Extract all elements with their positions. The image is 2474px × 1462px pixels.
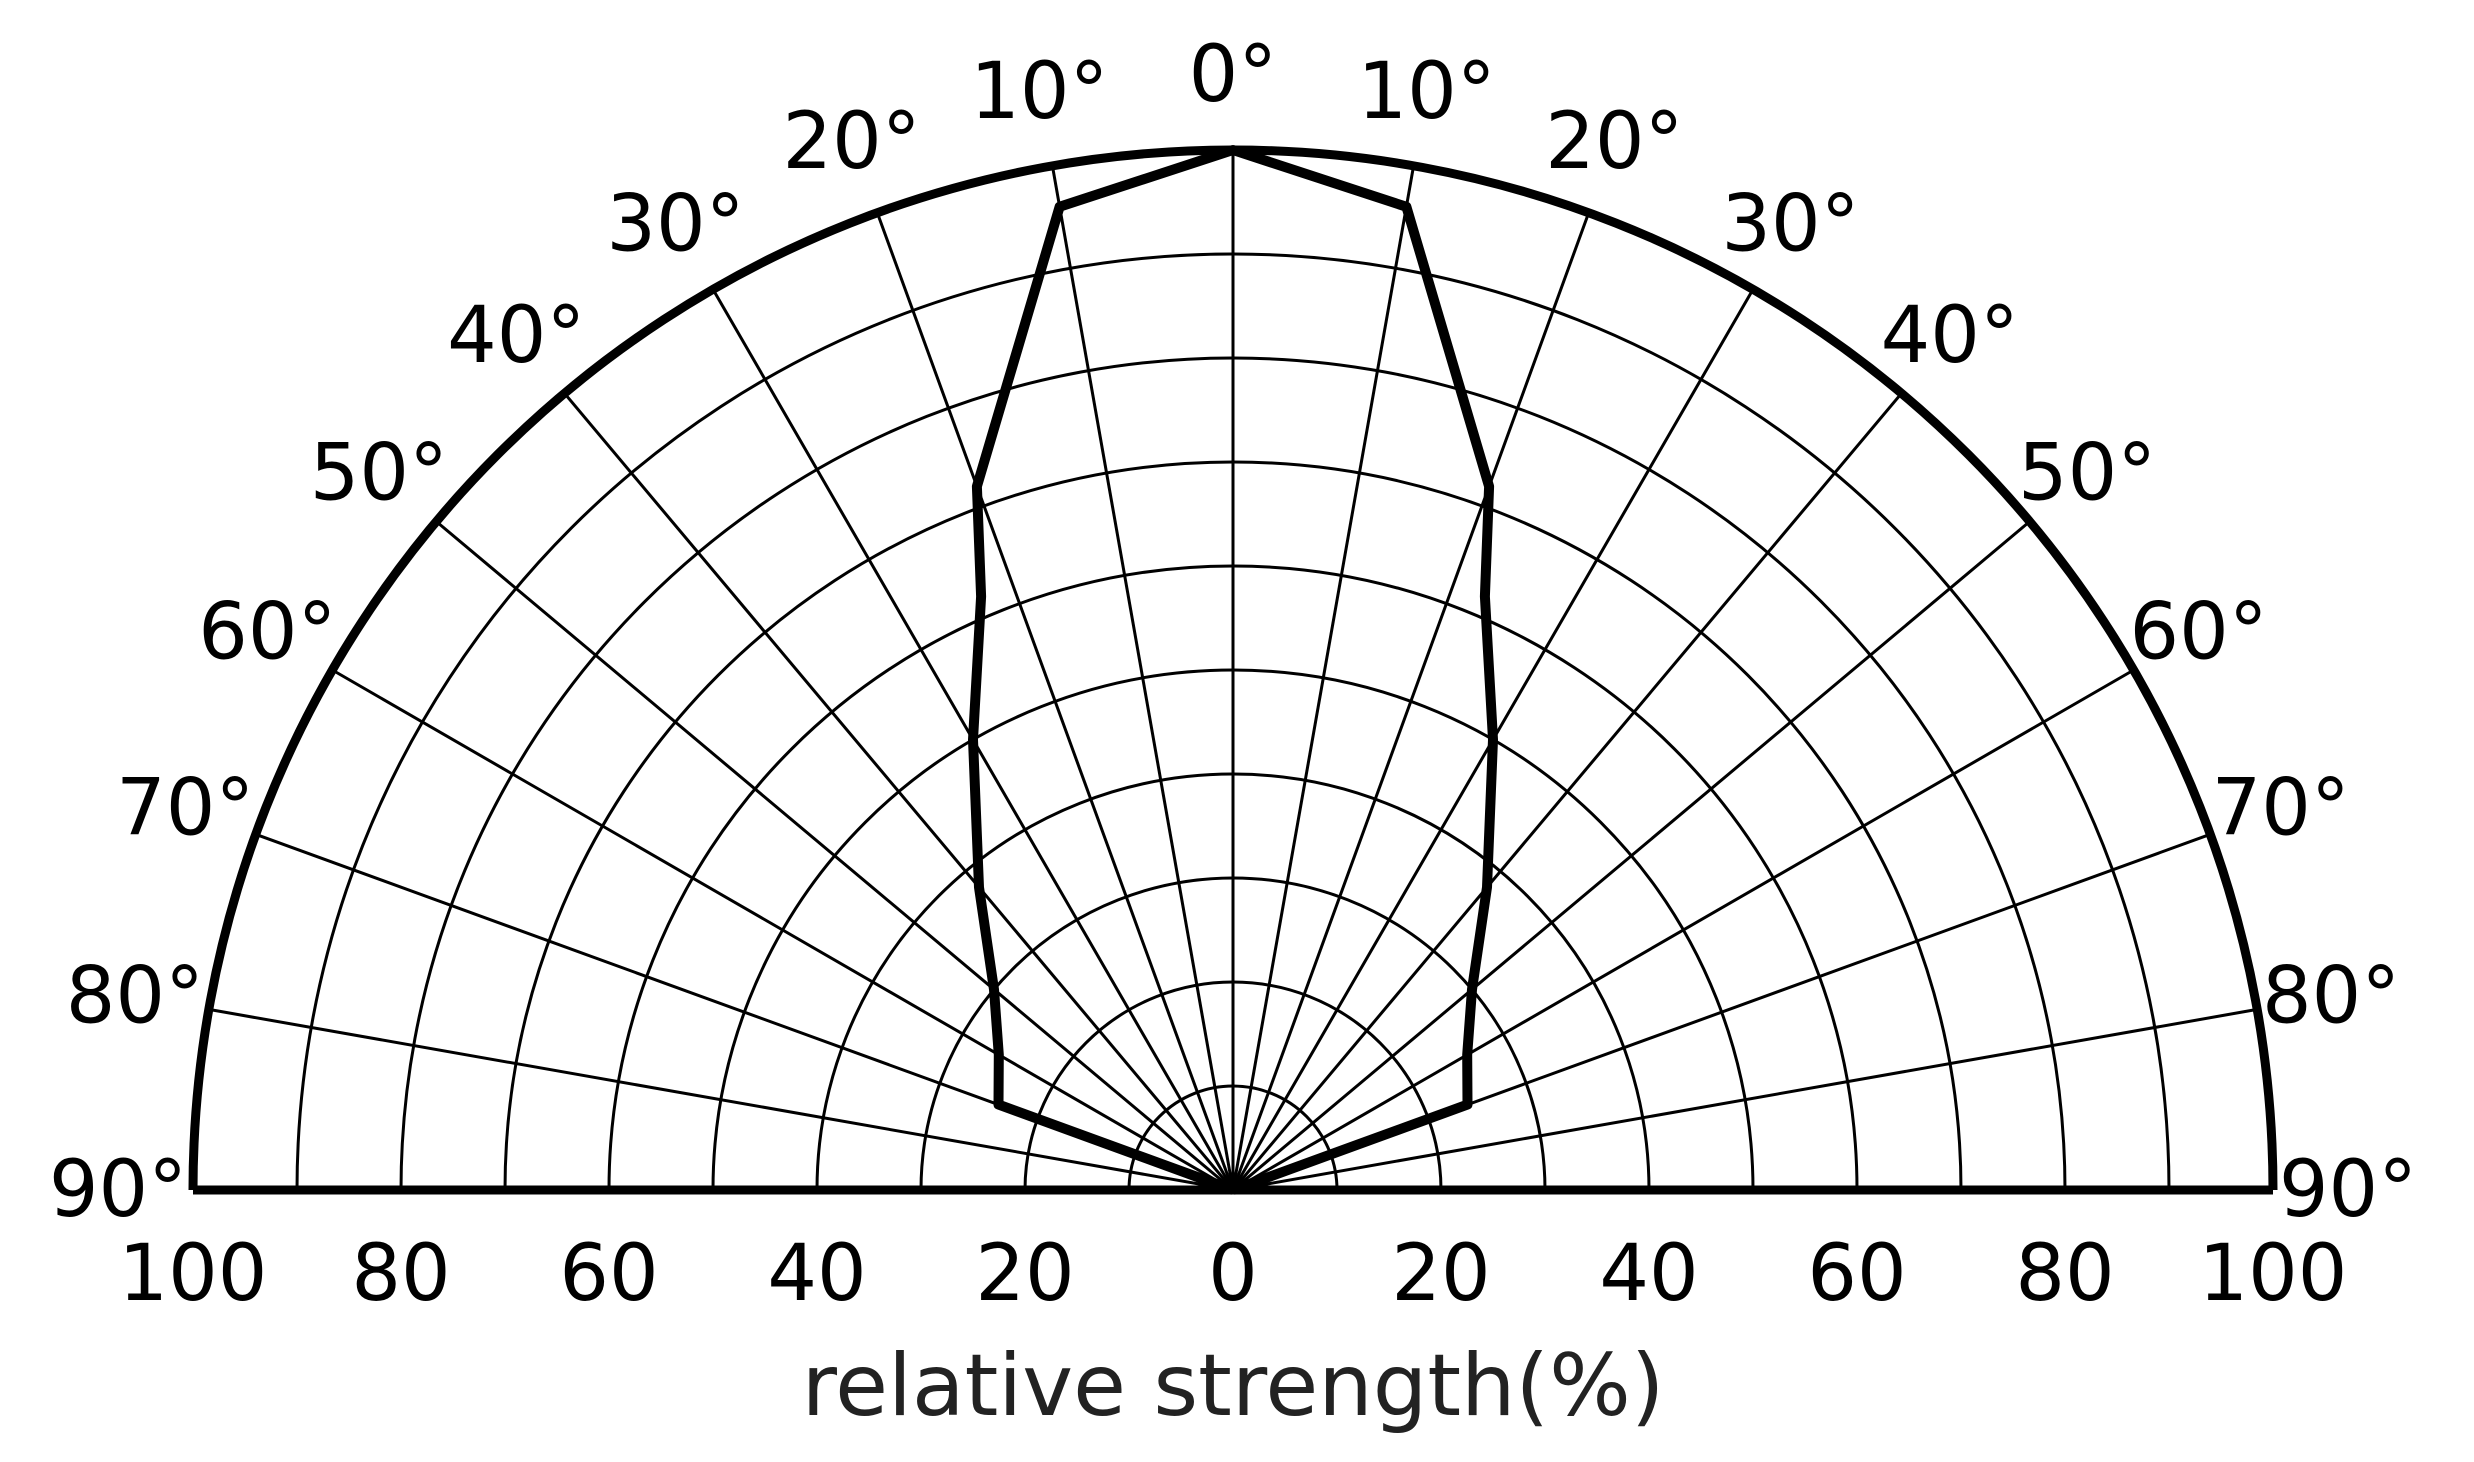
grid-spoke <box>563 392 1235 1191</box>
angle-label-left: 60° <box>198 588 336 678</box>
radial-tick-label: 80 <box>2015 1229 2114 1319</box>
radial-tick-label: 100 <box>119 1229 268 1319</box>
grid-spoke <box>435 520 1234 1192</box>
radial-tick-label: 60 <box>1807 1229 1906 1319</box>
angle-label-right: 20° <box>1545 97 1683 187</box>
grid-spoke <box>1232 1007 2258 1192</box>
angle-label-left: 40° <box>447 291 585 381</box>
grid-spoke <box>1232 520 2031 1192</box>
angle-label-right: 90° <box>2279 1145 2417 1235</box>
radial-tick-labels: 100 80 60 40 20 0 20 40 60 80 100 <box>119 1229 2348 1319</box>
x-axis-title: relative strength(%) <box>802 1336 1665 1436</box>
angle-label-left: 70° <box>116 764 254 854</box>
angle-label-right: 60° <box>2129 588 2267 678</box>
radial-tick-label: 80 <box>351 1229 450 1319</box>
angle-labels: 90°80°70°60°50°40°30°20°10° 0° 10°20°30°40… <box>49 30 2417 1235</box>
radial-tick-label: 60 <box>559 1229 658 1319</box>
angle-label-right: 30° <box>1721 179 1859 269</box>
angle-label-left: 80° <box>66 951 204 1041</box>
grid-spoke <box>1232 668 2135 1192</box>
angle-label-left: 90° <box>49 1145 187 1235</box>
angle-label-left: 50° <box>310 428 448 518</box>
grid-spoke <box>1231 392 1903 1191</box>
radial-tick-label: 0 <box>1208 1229 1258 1319</box>
grid-spoke <box>331 668 1234 1192</box>
radial-tick-label: 100 <box>2199 1229 2348 1319</box>
angle-label-right: 70° <box>2212 764 2350 854</box>
angle-label-right: 40° <box>1881 291 2019 381</box>
series-line <box>968 145 1498 1195</box>
radial-tick-label: 40 <box>767 1229 866 1319</box>
grid-spoke <box>1050 165 1235 1191</box>
angle-label-left: 10° <box>970 47 1108 137</box>
series-layer <box>968 145 1498 1195</box>
angle-label-right: 50° <box>2018 428 2156 518</box>
angle-label-left: 30° <box>606 179 744 269</box>
angle-label-top: 0° <box>1189 30 1278 120</box>
radial-tick-label: 20 <box>975 1229 1074 1319</box>
radial-tick-label: 20 <box>1391 1229 1490 1319</box>
grid-spoke <box>875 212 1235 1191</box>
angle-label-right: 10° <box>1357 47 1495 137</box>
angle-label-left: 20° <box>782 97 920 187</box>
radial-tick-label: 40 <box>1599 1229 1698 1319</box>
grid-spoke <box>1231 212 1591 1191</box>
angle-label-right: 80° <box>2262 951 2400 1041</box>
grid-spoke <box>1231 165 1416 1191</box>
grid-spoke <box>208 1007 1234 1192</box>
